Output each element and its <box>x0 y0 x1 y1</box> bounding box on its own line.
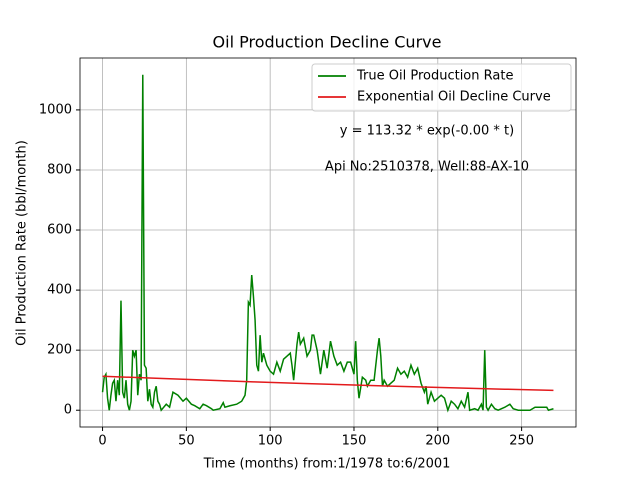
x-tick-label: 150 <box>342 434 367 449</box>
series-line <box>102 375 554 392</box>
chart-title: Oil Production Decline Curve <box>213 33 442 52</box>
x-axis-label: Time (months) from:1/1978 to:6/2001 <box>203 457 451 472</box>
x-tick-label: 200 <box>425 434 450 449</box>
legend-box <box>311 63 572 112</box>
y-tick-label: 600 <box>47 223 72 238</box>
x-tick-label: 50 <box>178 434 195 449</box>
x-tick-label: 0 <box>98 434 106 449</box>
y-tick-label: 0 <box>64 403 72 418</box>
y-tick-label: 200 <box>47 343 72 358</box>
legend-label: Exponential Oil Decline Curve <box>357 90 551 105</box>
x-tick-label: 250 <box>509 434 534 449</box>
annotation: y = 113.32 * exp(-0.00 * t) <box>340 124 514 139</box>
legend-label: True Oil Production Rate <box>356 69 513 84</box>
x-tick-label: 100 <box>258 434 283 449</box>
plot-frame <box>79 57 577 428</box>
y-tick-label: 400 <box>47 283 72 298</box>
y-axis-label: Oil Production Rate (bbl/month) <box>15 140 30 346</box>
y-tick-label: 800 <box>47 162 72 177</box>
series-line <box>101 74 554 413</box>
y-tick-label: 1000 <box>39 102 72 117</box>
annotation: Api No:2510378, Well:88-AX-10 <box>325 160 529 175</box>
